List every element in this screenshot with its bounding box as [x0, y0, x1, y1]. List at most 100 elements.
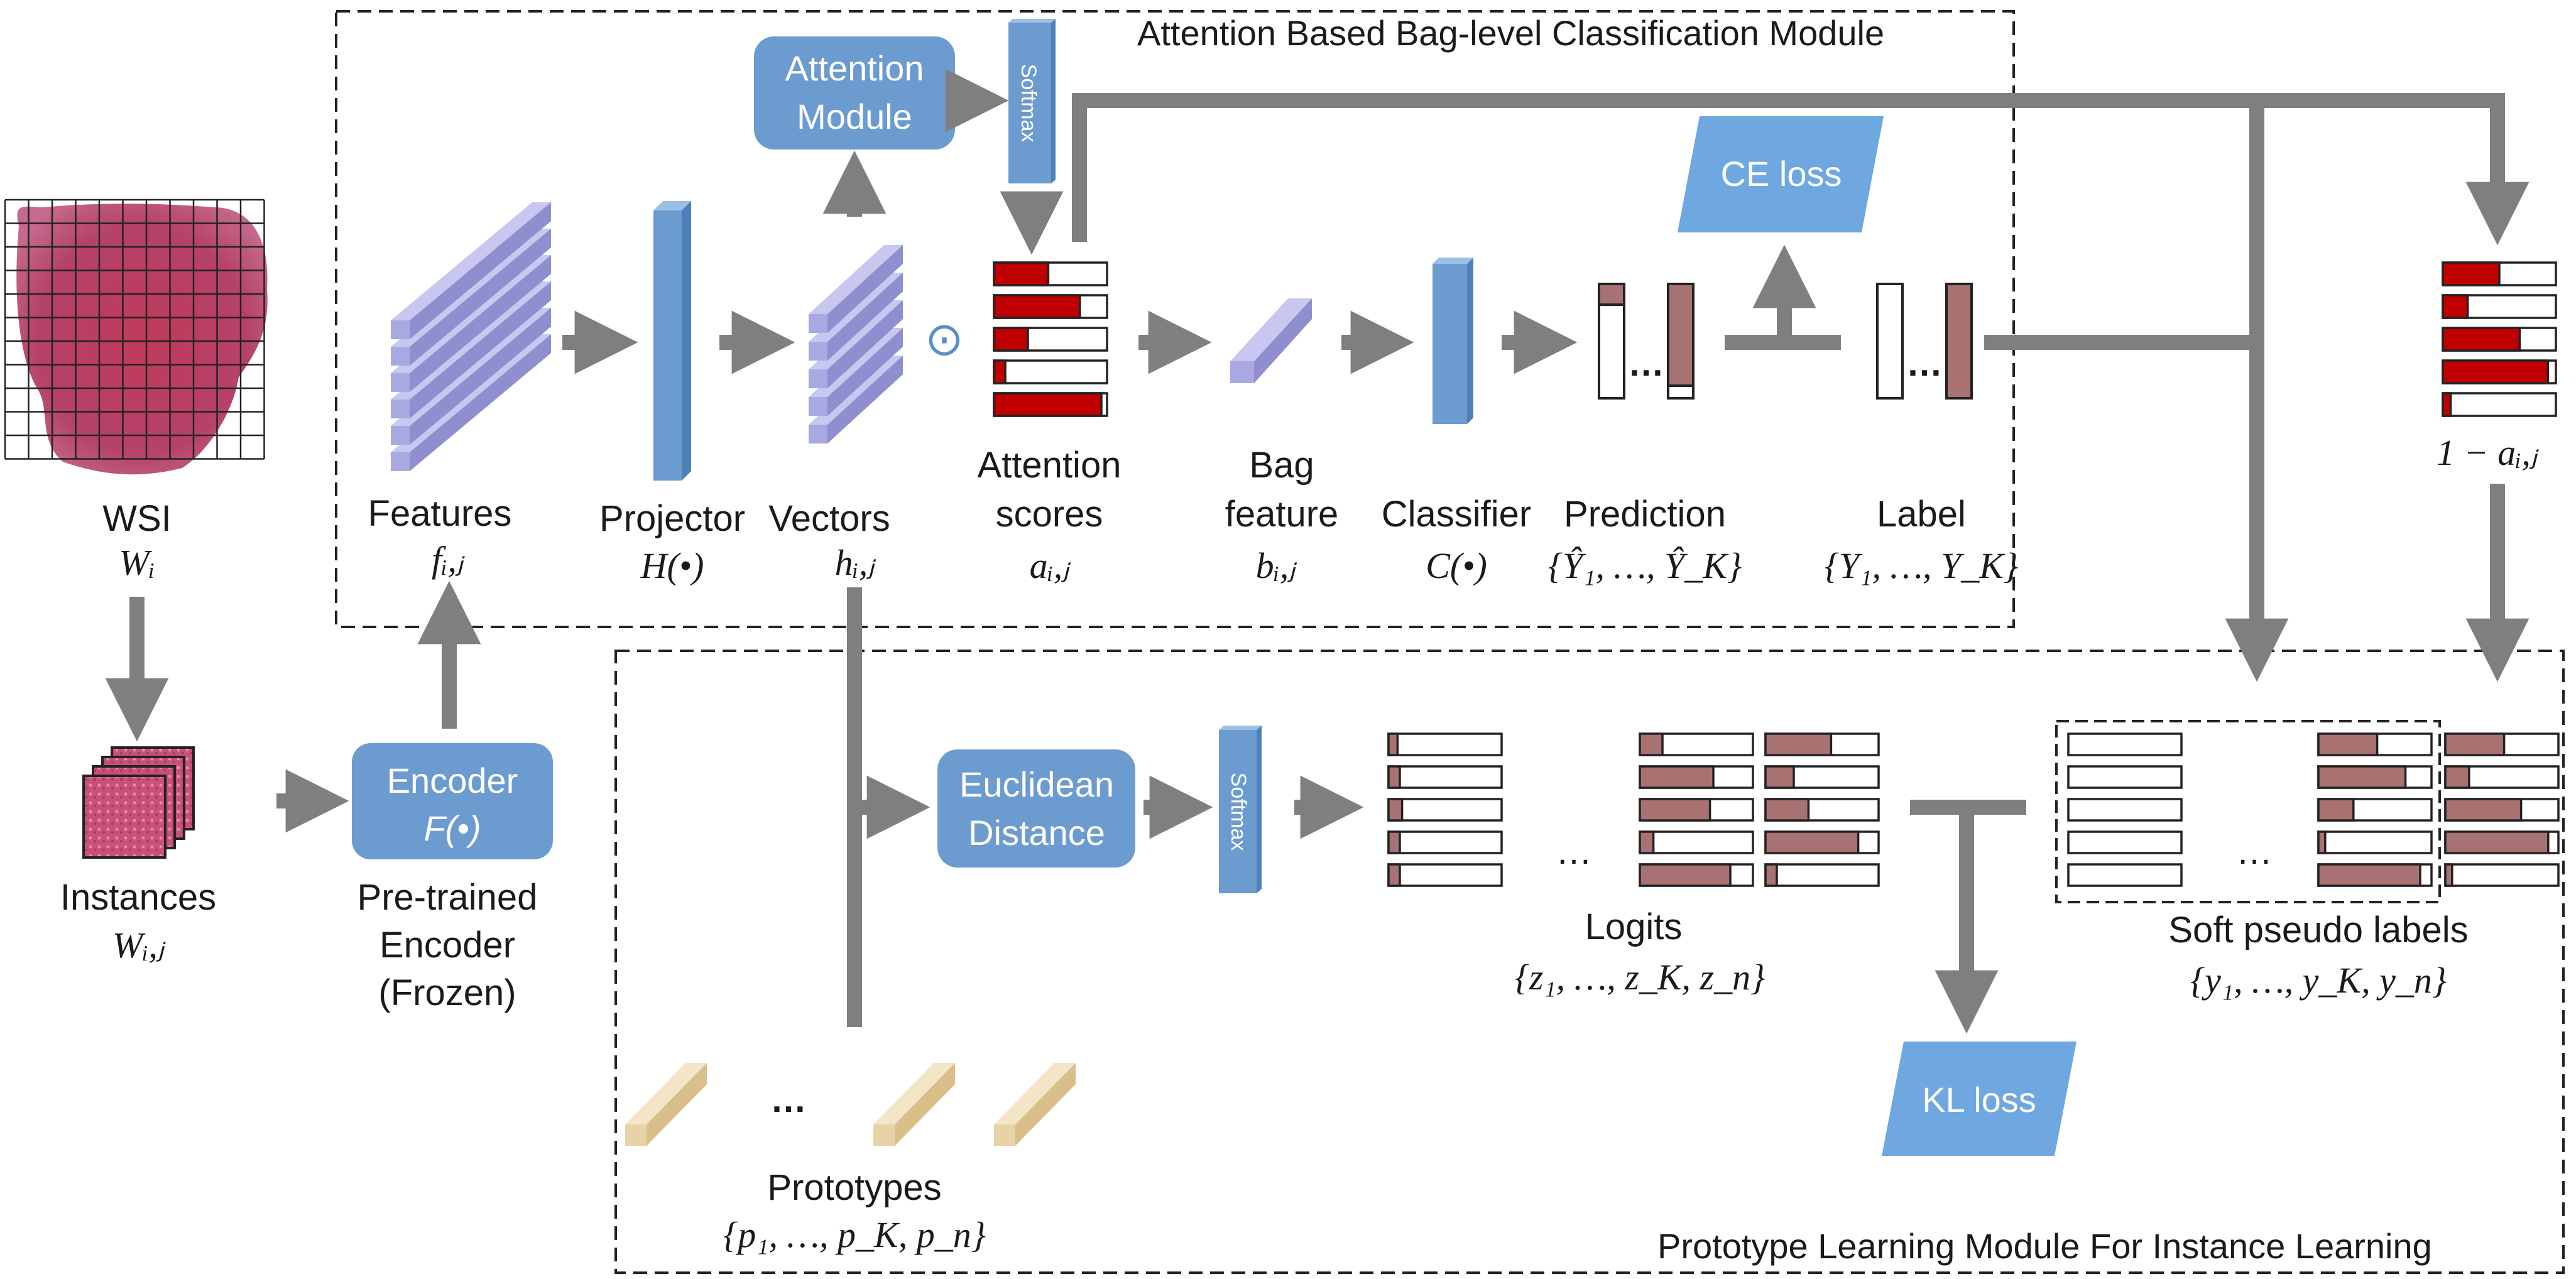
- attention-scores-line1: Attention: [978, 445, 1122, 486]
- bar: [1639, 798, 1754, 822]
- prototype-module-frame: [614, 650, 2565, 1274]
- kl-loss-box: [1882, 1042, 2077, 1156]
- bar: [2442, 261, 2557, 286]
- pseudo-ellipsis: …: [2236, 831, 2273, 872]
- bar: [1764, 798, 1880, 822]
- bar: [2317, 798, 2433, 822]
- bar: [2067, 765, 2183, 789]
- bar: [1387, 732, 1503, 756]
- logits-ellipsis: …: [1556, 831, 1592, 872]
- bar: [1639, 732, 1754, 756]
- prototype-vector: [625, 1063, 707, 1146]
- softmax-top: Softmax: [1008, 19, 1056, 183]
- bar: [2442, 327, 2557, 352]
- svg-text:Softmax: Softmax: [1226, 773, 1250, 851]
- bag-feature-line2: feature: [1225, 494, 1339, 535]
- attention-scores-bars: [993, 261, 1108, 417]
- bar: [2317, 732, 2433, 756]
- bag-feature-vector: [1230, 298, 1312, 383]
- layer: [809, 245, 903, 333]
- features-math: fᵢ,ⱼ: [432, 539, 465, 580]
- pseudo-labels-inner-frame: [2055, 720, 2441, 903]
- bar: [1639, 863, 1754, 887]
- label-math: {Y₁, …, Y_K}: [1825, 545, 2018, 586]
- prototypes: [625, 1063, 1076, 1146]
- bar: [2442, 359, 2557, 384]
- bar: [1639, 830, 1754, 854]
- bag-feature-math: bᵢ,ⱼ: [1256, 545, 1297, 586]
- label-ellipsis: …: [1906, 343, 1943, 384]
- bar: [1764, 830, 1880, 854]
- instances-stack: [82, 746, 195, 859]
- prediction-ellipsis: …: [1628, 343, 1664, 384]
- projector-math: H(•): [640, 545, 704, 586]
- bar: [2444, 830, 2560, 854]
- wsi-label: WSI: [102, 498, 172, 539]
- bar: [993, 359, 1108, 384]
- euclidean-line2: Distance: [968, 813, 1105, 852]
- attention-scores-math: aᵢ,ⱼ: [1030, 545, 1071, 586]
- encoder-caption-line2: Encoder: [379, 925, 515, 966]
- attention-module-title: Attention Based Bag-level Classification…: [1137, 13, 1884, 53]
- bar: [1764, 863, 1880, 887]
- bar: [1387, 830, 1503, 854]
- attention-scores-line2: scores: [996, 494, 1103, 535]
- bar: [2444, 863, 2560, 887]
- bar: [1764, 732, 1880, 756]
- bar: [2067, 798, 2183, 822]
- attention-module-line1: Attention: [785, 48, 924, 88]
- bar: [1764, 765, 1880, 789]
- bar: [2317, 765, 2433, 789]
- prediction-math: {Ŷ₁, …, Ŷ_K}: [1548, 545, 1742, 586]
- prototypes-math: {p₁, …, p_K, p_n}: [723, 1214, 986, 1255]
- bar: [993, 294, 1108, 319]
- instances-math: Wᵢ,ⱼ: [112, 925, 166, 966]
- bar: [2444, 765, 2560, 789]
- bar: [993, 261, 1108, 286]
- bar: [2067, 732, 2183, 756]
- classifier-math: C(•): [1426, 545, 1487, 586]
- pseudo-bars-mid: [2317, 732, 2433, 887]
- logits-bars-left: [1387, 732, 1503, 887]
- arrow-scores-to-one-minus: [1072, 93, 2530, 246]
- logits-bars-right: [1764, 732, 1880, 887]
- soft-pseudo-math: {y₁, …, y_K, y_n}: [2190, 960, 2447, 1001]
- instances-label: Instances: [60, 877, 216, 918]
- vectors-stack: [809, 245, 903, 444]
- prototypes-label: Prototypes: [767, 1167, 941, 1208]
- svg-text:Softmax: Softmax: [1017, 64, 1040, 143]
- prototype-vector: [994, 1063, 1076, 1146]
- bar: [993, 327, 1108, 352]
- vectors-label: Vectors: [768, 498, 890, 539]
- soft-pseudo-label: Soft pseudo labels: [2168, 910, 2468, 950]
- prototype-vector: [873, 1063, 955, 1146]
- classifier-label: Classifier: [1382, 494, 1532, 535]
- bar: [2444, 798, 2560, 822]
- layer: [391, 202, 551, 339]
- bar: [2317, 863, 2433, 887]
- bar: [1387, 863, 1503, 887]
- one-minus-attention-bars: [2442, 261, 2557, 417]
- euclidean-distance-box: [937, 749, 1135, 868]
- bar: [1387, 765, 1503, 789]
- euclidean-line1: Euclidean: [959, 765, 1114, 804]
- bar: [2317, 830, 2433, 854]
- projector-bar: [653, 201, 691, 481]
- features-stack: [391, 202, 551, 471]
- kl-loss-label: KL loss: [1922, 1080, 2036, 1119]
- bar: [1639, 765, 1754, 789]
- encoder-caption-line1: Pre-trained: [357, 877, 538, 918]
- bag-feature-line1: Bag: [1249, 445, 1314, 486]
- prediction-vectors: [1598, 283, 1695, 400]
- bar: [2067, 830, 2183, 854]
- ce-loss-label: CE loss: [1721, 154, 1842, 193]
- attention-module-line2: Module: [797, 97, 912, 136]
- pseudo-bars-left: [2067, 732, 2183, 887]
- bar: [2442, 392, 2557, 417]
- bar: [2444, 732, 2560, 756]
- one-minus-attention-math: 1 − aᵢ,ⱼ: [2437, 432, 2539, 473]
- prototype-module-title: Prototype Learning Module For Instance L…: [1657, 1226, 2432, 1266]
- prototypes-ellipsis: …: [770, 1079, 807, 1120]
- projector-label: Projector: [599, 498, 745, 539]
